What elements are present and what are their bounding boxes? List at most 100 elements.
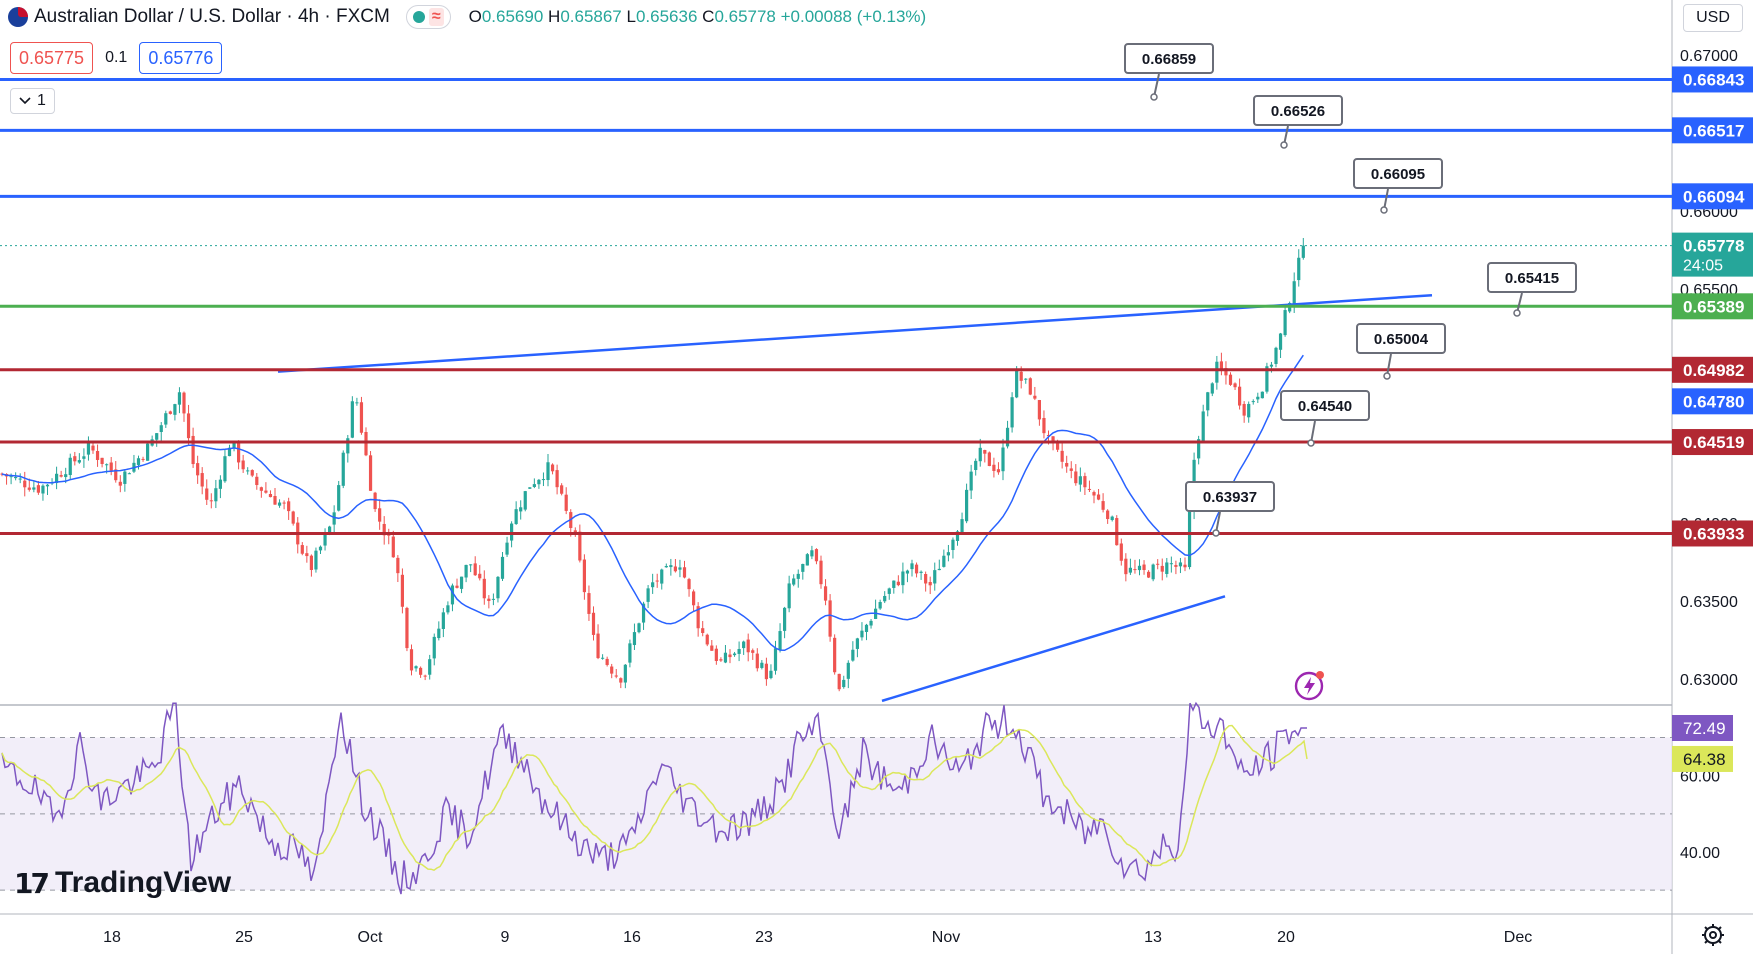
chart-legend: Australian Dollar / U.S. Dollar · 4h · F… xyxy=(8,4,926,30)
candle-body xyxy=(227,447,232,457)
candle-body xyxy=(1115,518,1119,546)
candle-body xyxy=(1147,571,1151,578)
chevron-down-icon xyxy=(19,97,31,105)
candle-body xyxy=(246,470,250,472)
candle-body xyxy=(455,585,459,588)
candle-body xyxy=(1233,383,1237,388)
candle-body xyxy=(1151,564,1155,580)
close-value: 0.65778 xyxy=(714,7,776,26)
candle-body xyxy=(182,392,186,414)
currency-selector[interactable]: USD xyxy=(1683,4,1743,32)
candle-body xyxy=(378,508,382,522)
gear-icon[interactable] xyxy=(1700,922,1726,948)
current-price-label: 0.64780 xyxy=(1683,392,1744,411)
candle-body xyxy=(414,666,418,669)
candle-body xyxy=(1033,395,1037,399)
low-value: 0.65636 xyxy=(635,7,698,26)
callout-box xyxy=(1356,323,1446,354)
candle-body xyxy=(851,649,855,661)
lightning-alert-icon[interactable] xyxy=(1293,668,1327,702)
candle-body xyxy=(1101,501,1105,510)
candle-body xyxy=(1042,417,1046,434)
price-callout: 0.65415 xyxy=(1487,262,1577,317)
candle-body xyxy=(18,478,22,480)
candle-body xyxy=(692,591,696,606)
callout-anchor xyxy=(1280,141,1288,149)
candle-body xyxy=(82,456,86,459)
time-axis-tick: Dec xyxy=(1504,929,1532,946)
time-axis-tick: Nov xyxy=(932,929,960,946)
candle-body xyxy=(73,456,77,462)
candle-body xyxy=(960,519,964,533)
candle-body xyxy=(532,484,536,487)
candle-body xyxy=(892,580,896,588)
open-label: O xyxy=(468,7,482,26)
candle-body xyxy=(368,455,373,491)
candle-body xyxy=(1178,562,1183,567)
candle-body xyxy=(1028,378,1032,395)
candle-body xyxy=(796,573,800,579)
candle-body xyxy=(696,606,700,629)
candle-body xyxy=(287,501,291,512)
candle-body xyxy=(428,659,432,675)
candle-body xyxy=(1001,447,1005,472)
candle-body xyxy=(523,491,527,510)
indicator-toggle-button[interactable]: 1 xyxy=(10,88,55,114)
candle-body xyxy=(464,564,468,578)
candle-body xyxy=(432,636,436,659)
candle-body xyxy=(1228,374,1233,385)
candle-body xyxy=(146,443,150,461)
sell-button[interactable]: 0.65775 xyxy=(10,42,94,74)
candle-body xyxy=(623,664,627,683)
candle-body xyxy=(1210,383,1214,394)
candle-body xyxy=(610,666,614,674)
tradingview-logo[interactable]: 17 TradingView xyxy=(14,866,231,900)
candle-body xyxy=(1092,492,1096,496)
candle-body xyxy=(159,425,163,433)
candle-body xyxy=(123,471,127,484)
level-price-tag xyxy=(1672,66,1753,93)
candle-body xyxy=(919,571,923,573)
level-price-label: 0.63933 xyxy=(1683,524,1744,543)
candle-body xyxy=(1265,366,1269,392)
market-status-pill[interactable]: ≈ xyxy=(405,5,451,29)
low-label: L xyxy=(626,7,636,26)
candle-body xyxy=(350,401,354,438)
price-axis-tick: 0.63500 xyxy=(1680,594,1738,611)
level-price-tag xyxy=(1672,117,1753,144)
candle-body xyxy=(678,567,682,570)
callout-box xyxy=(1253,95,1343,126)
change-value: +0.00088 (+0.13%) xyxy=(780,7,927,26)
candle-body xyxy=(1096,494,1101,500)
candle-body xyxy=(996,469,1001,473)
candle-body xyxy=(887,588,891,594)
time-axis-tick: 23 xyxy=(755,929,773,946)
candle-body xyxy=(127,473,131,475)
price-axis-tick: 0.67000 xyxy=(1680,48,1738,65)
candle-body xyxy=(1083,476,1087,488)
data-feed-icon: ≈ xyxy=(428,8,444,26)
candle-body xyxy=(655,580,659,582)
candle-body xyxy=(637,623,641,633)
candle-body xyxy=(664,566,668,568)
candle-body xyxy=(746,639,750,653)
candle-body xyxy=(641,603,646,623)
candle-body xyxy=(155,433,159,440)
candle-body xyxy=(409,649,414,671)
candle-body xyxy=(723,652,728,663)
time-axis-tick: 16 xyxy=(623,929,641,946)
symbol-title[interactable]: Australian Dollar / U.S. Dollar · 4h · F… xyxy=(34,6,390,27)
price-axis-tick: 0.63000 xyxy=(1680,672,1738,689)
lower-trendline xyxy=(881,595,1226,703)
candle-body xyxy=(619,678,623,683)
rsi-value-label: 64.38 xyxy=(1683,750,1726,769)
candle-body xyxy=(732,653,737,656)
time-axis-tick: 13 xyxy=(1144,929,1162,946)
callout-label: 0.65415 xyxy=(1505,270,1559,287)
candle-body xyxy=(933,570,937,584)
candle-body xyxy=(337,485,341,511)
buy-button[interactable]: 0.65776 xyxy=(139,42,223,74)
candle-body xyxy=(437,628,441,639)
